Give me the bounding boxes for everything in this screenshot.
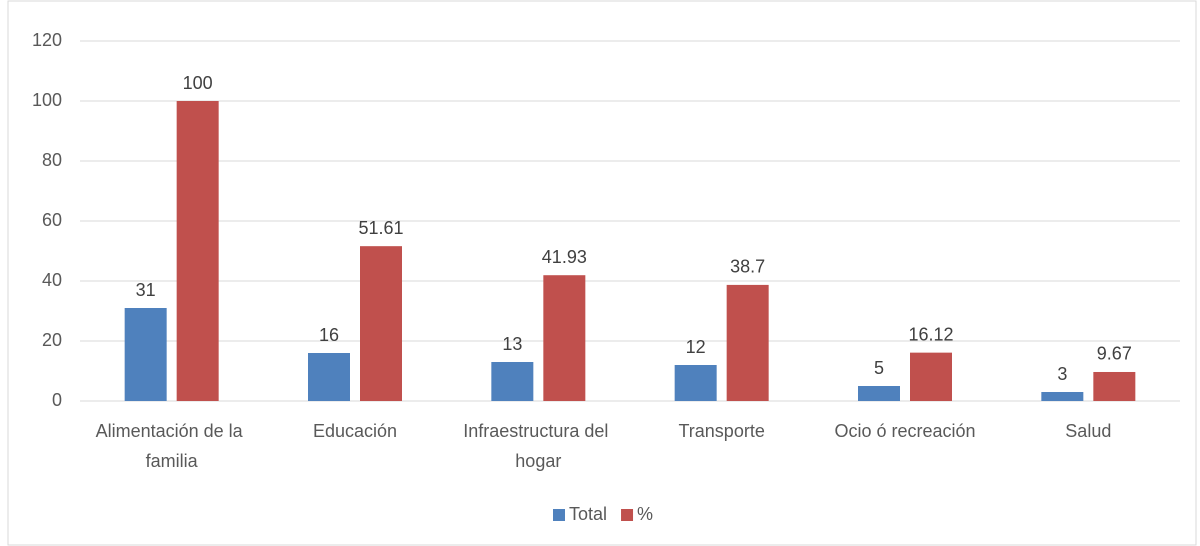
x-tick-label: Infraestructura del hogar — [463, 421, 613, 471]
data-label: 16.12 — [908, 324, 953, 344]
bar — [910, 352, 952, 401]
bar — [858, 386, 900, 401]
bar — [543, 275, 586, 401]
bar — [124, 308, 167, 401]
y-tick-label: 20 — [42, 330, 62, 350]
y-tick-label: 80 — [42, 150, 62, 170]
legend-swatch — [621, 509, 634, 521]
y-tick-label: 40 — [42, 270, 62, 290]
data-label: 5 — [874, 358, 884, 378]
bar — [491, 362, 534, 401]
legend-label: Total — [569, 504, 607, 524]
x-tick-label: Educación — [313, 421, 397, 441]
x-tick-label: Alimentación de la familia — [96, 421, 248, 471]
bar — [176, 101, 219, 401]
bar — [674, 365, 717, 401]
data-label: 16 — [319, 325, 339, 345]
bar — [308, 353, 350, 401]
bar — [360, 246, 402, 401]
x-tick-label: Ocio ó recreación — [834, 421, 975, 441]
data-label: 51.61 — [358, 218, 403, 238]
bar — [1041, 392, 1084, 401]
data-label: 38.7 — [730, 257, 765, 277]
data-label: 41.93 — [542, 247, 587, 267]
y-tick-label: 60 — [42, 210, 62, 230]
y-tick-label: 100 — [32, 90, 62, 110]
data-label: 13 — [502, 334, 522, 354]
data-label: 12 — [686, 337, 706, 357]
data-label: 9.67 — [1097, 344, 1132, 364]
data-label: 100 — [183, 73, 213, 93]
bar — [726, 284, 769, 401]
y-tick-label: 0 — [52, 390, 62, 410]
legend-label: % — [637, 504, 653, 524]
x-tick-label: Salud — [1065, 421, 1111, 441]
bar — [1093, 371, 1136, 401]
y-tick-label: 120 — [32, 30, 62, 50]
x-tick-label: Transporte — [678, 421, 764, 441]
data-label: 3 — [1057, 364, 1067, 384]
data-label: 31 — [136, 280, 156, 300]
legend-swatch — [553, 509, 565, 521]
